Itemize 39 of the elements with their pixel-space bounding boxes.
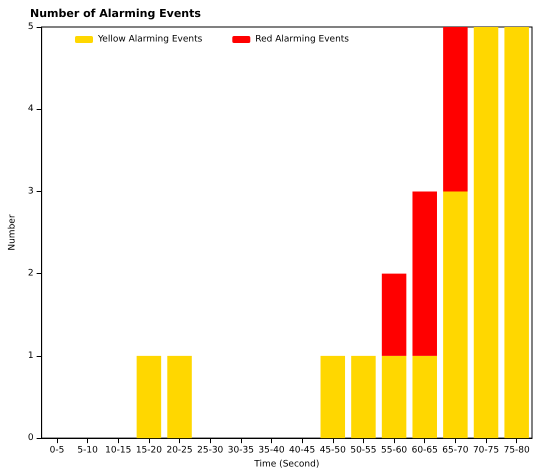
legend-label: Red Alarming Events	[255, 34, 350, 44]
legend-label: Yellow Alarming Events	[97, 34, 203, 44]
x-tick-label: 0-5	[50, 446, 64, 456]
x-axis-title: Time (Second)	[253, 460, 320, 470]
x-tick-label: 75-80	[504, 446, 530, 456]
y-axis-title: Number	[8, 214, 18, 251]
x-tick-label: 65-70	[442, 446, 469, 456]
x-tick-label: 60-65	[412, 446, 438, 456]
x-tick-label: 70-75	[472, 446, 500, 456]
bar	[382, 274, 406, 356]
y-tick-label: 4	[28, 104, 34, 114]
bar	[320, 356, 346, 438]
x-tick-label: 25-30	[197, 446, 224, 456]
y-tick-label: 3	[28, 186, 34, 196]
bar	[504, 27, 529, 438]
y-tick-label: 1	[28, 350, 34, 361]
x-tick-label: 40-45	[289, 446, 316, 456]
bar	[412, 191, 437, 356]
x-tick-label: 35-40	[258, 446, 285, 456]
chart-title: Number of Alarming Events	[30, 7, 202, 20]
bar	[443, 27, 468, 192]
bar	[167, 356, 192, 438]
x-tick-label: 55-60	[381, 446, 408, 456]
bar	[382, 356, 406, 438]
x-tick-label: 15-20	[136, 446, 162, 456]
y-tick-label: 5	[28, 22, 34, 32]
x-tick-label: 20-25	[166, 446, 193, 456]
y-tick-label: 0	[28, 433, 34, 444]
bar	[474, 27, 498, 438]
bar	[443, 191, 468, 438]
x-tick-label: 10-15	[105, 446, 132, 456]
bar	[412, 356, 437, 438]
x-tick-label: 5-10	[77, 446, 98, 456]
bar	[136, 356, 162, 438]
x-tick-label: 45-50	[320, 446, 346, 456]
y-tick-label: 2	[28, 268, 34, 279]
x-tick-label: 50-55	[350, 446, 377, 456]
x-tick-label: 30-35	[228, 446, 254, 456]
bar	[351, 356, 376, 438]
